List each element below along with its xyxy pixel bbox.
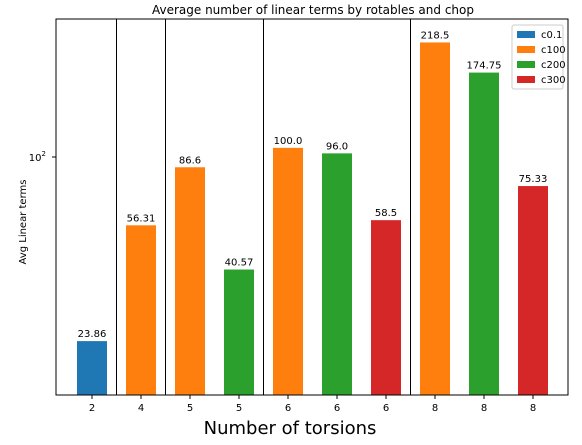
legend-swatch-c0.1 — [517, 31, 535, 38]
x-tick-label: 2 — [89, 403, 95, 414]
plot-frame — [55, 18, 569, 396]
bar-value-label: 58.5 — [375, 208, 397, 219]
y-tick-exponent: 2 — [42, 150, 46, 158]
x-tick-label: 5 — [236, 403, 242, 414]
bar-c200-5 — [322, 153, 352, 395]
bar-value-label: 100.0 — [274, 136, 303, 147]
x-tick-label: 4 — [138, 403, 144, 414]
legend-swatch-c100 — [517, 46, 535, 53]
x-tick-label: 8 — [432, 403, 438, 414]
bar-c100-1 — [126, 225, 156, 395]
y-ticks-group: 102 — [29, 150, 56, 164]
bar-value-label: 174.75 — [467, 61, 502, 72]
bar-c100-4 — [273, 147, 303, 395]
x-axis-label: Number of torsions — [204, 418, 377, 439]
x-ticks-group: 2 4 5 5 6 6 6 8 8 8 — [89, 395, 536, 414]
bar-c200-8 — [469, 72, 499, 395]
legend-label-c200: c200 — [541, 60, 566, 71]
x-tick-label: 8 — [481, 403, 487, 414]
bar-value-label: 56.31 — [127, 213, 156, 224]
bar-c100-7 — [420, 42, 450, 396]
y-tick-base: 10 — [29, 153, 42, 164]
bar-value-label: 96.0 — [326, 141, 348, 152]
bar-c0.1-0 — [77, 341, 107, 395]
x-tick-label: 6 — [334, 403, 340, 414]
legend-label-c0.1: c0.1 — [541, 30, 562, 41]
bar-c100-2 — [175, 167, 205, 395]
bar-value-label: 75.33 — [519, 174, 548, 185]
bars-group — [77, 42, 548, 396]
bar-value-label: 23.86 — [78, 329, 107, 340]
x-tick-label: 8 — [530, 403, 536, 414]
bar-value-label: 218.5 — [421, 30, 450, 41]
group-separators — [116, 19, 411, 395]
legend-label-c100: c100 — [541, 45, 566, 56]
legend-swatch-c200 — [517, 61, 535, 68]
x-tick-label: 5 — [187, 403, 193, 414]
bar-value-label: 40.57 — [225, 258, 254, 269]
data-labels-group: 23.86 56.31 86.6 40.57 100.0 96.0 58.5 218.5 174… — [78, 30, 548, 340]
y-axis-label: Avg Linear terms — [18, 180, 29, 265]
bar-c300-9 — [518, 186, 548, 395]
legend-box — [511, 24, 564, 90]
legend-label-c300: c300 — [541, 75, 566, 86]
x-tick-label: 6 — [383, 403, 389, 414]
x-tick-label: 6 — [285, 403, 291, 414]
bar-c300-6 — [371, 220, 401, 395]
y-tick-label: 102 — [29, 150, 46, 164]
legend-swatch-c300 — [517, 76, 535, 83]
bar-value-label: 86.6 — [179, 155, 201, 166]
legend: c0.1 c100 c200 c300 — [511, 24, 566, 90]
bar-c200-3 — [224, 269, 254, 395]
chart-title: Average number of linear terms by rotabl… — [152, 3, 474, 17]
